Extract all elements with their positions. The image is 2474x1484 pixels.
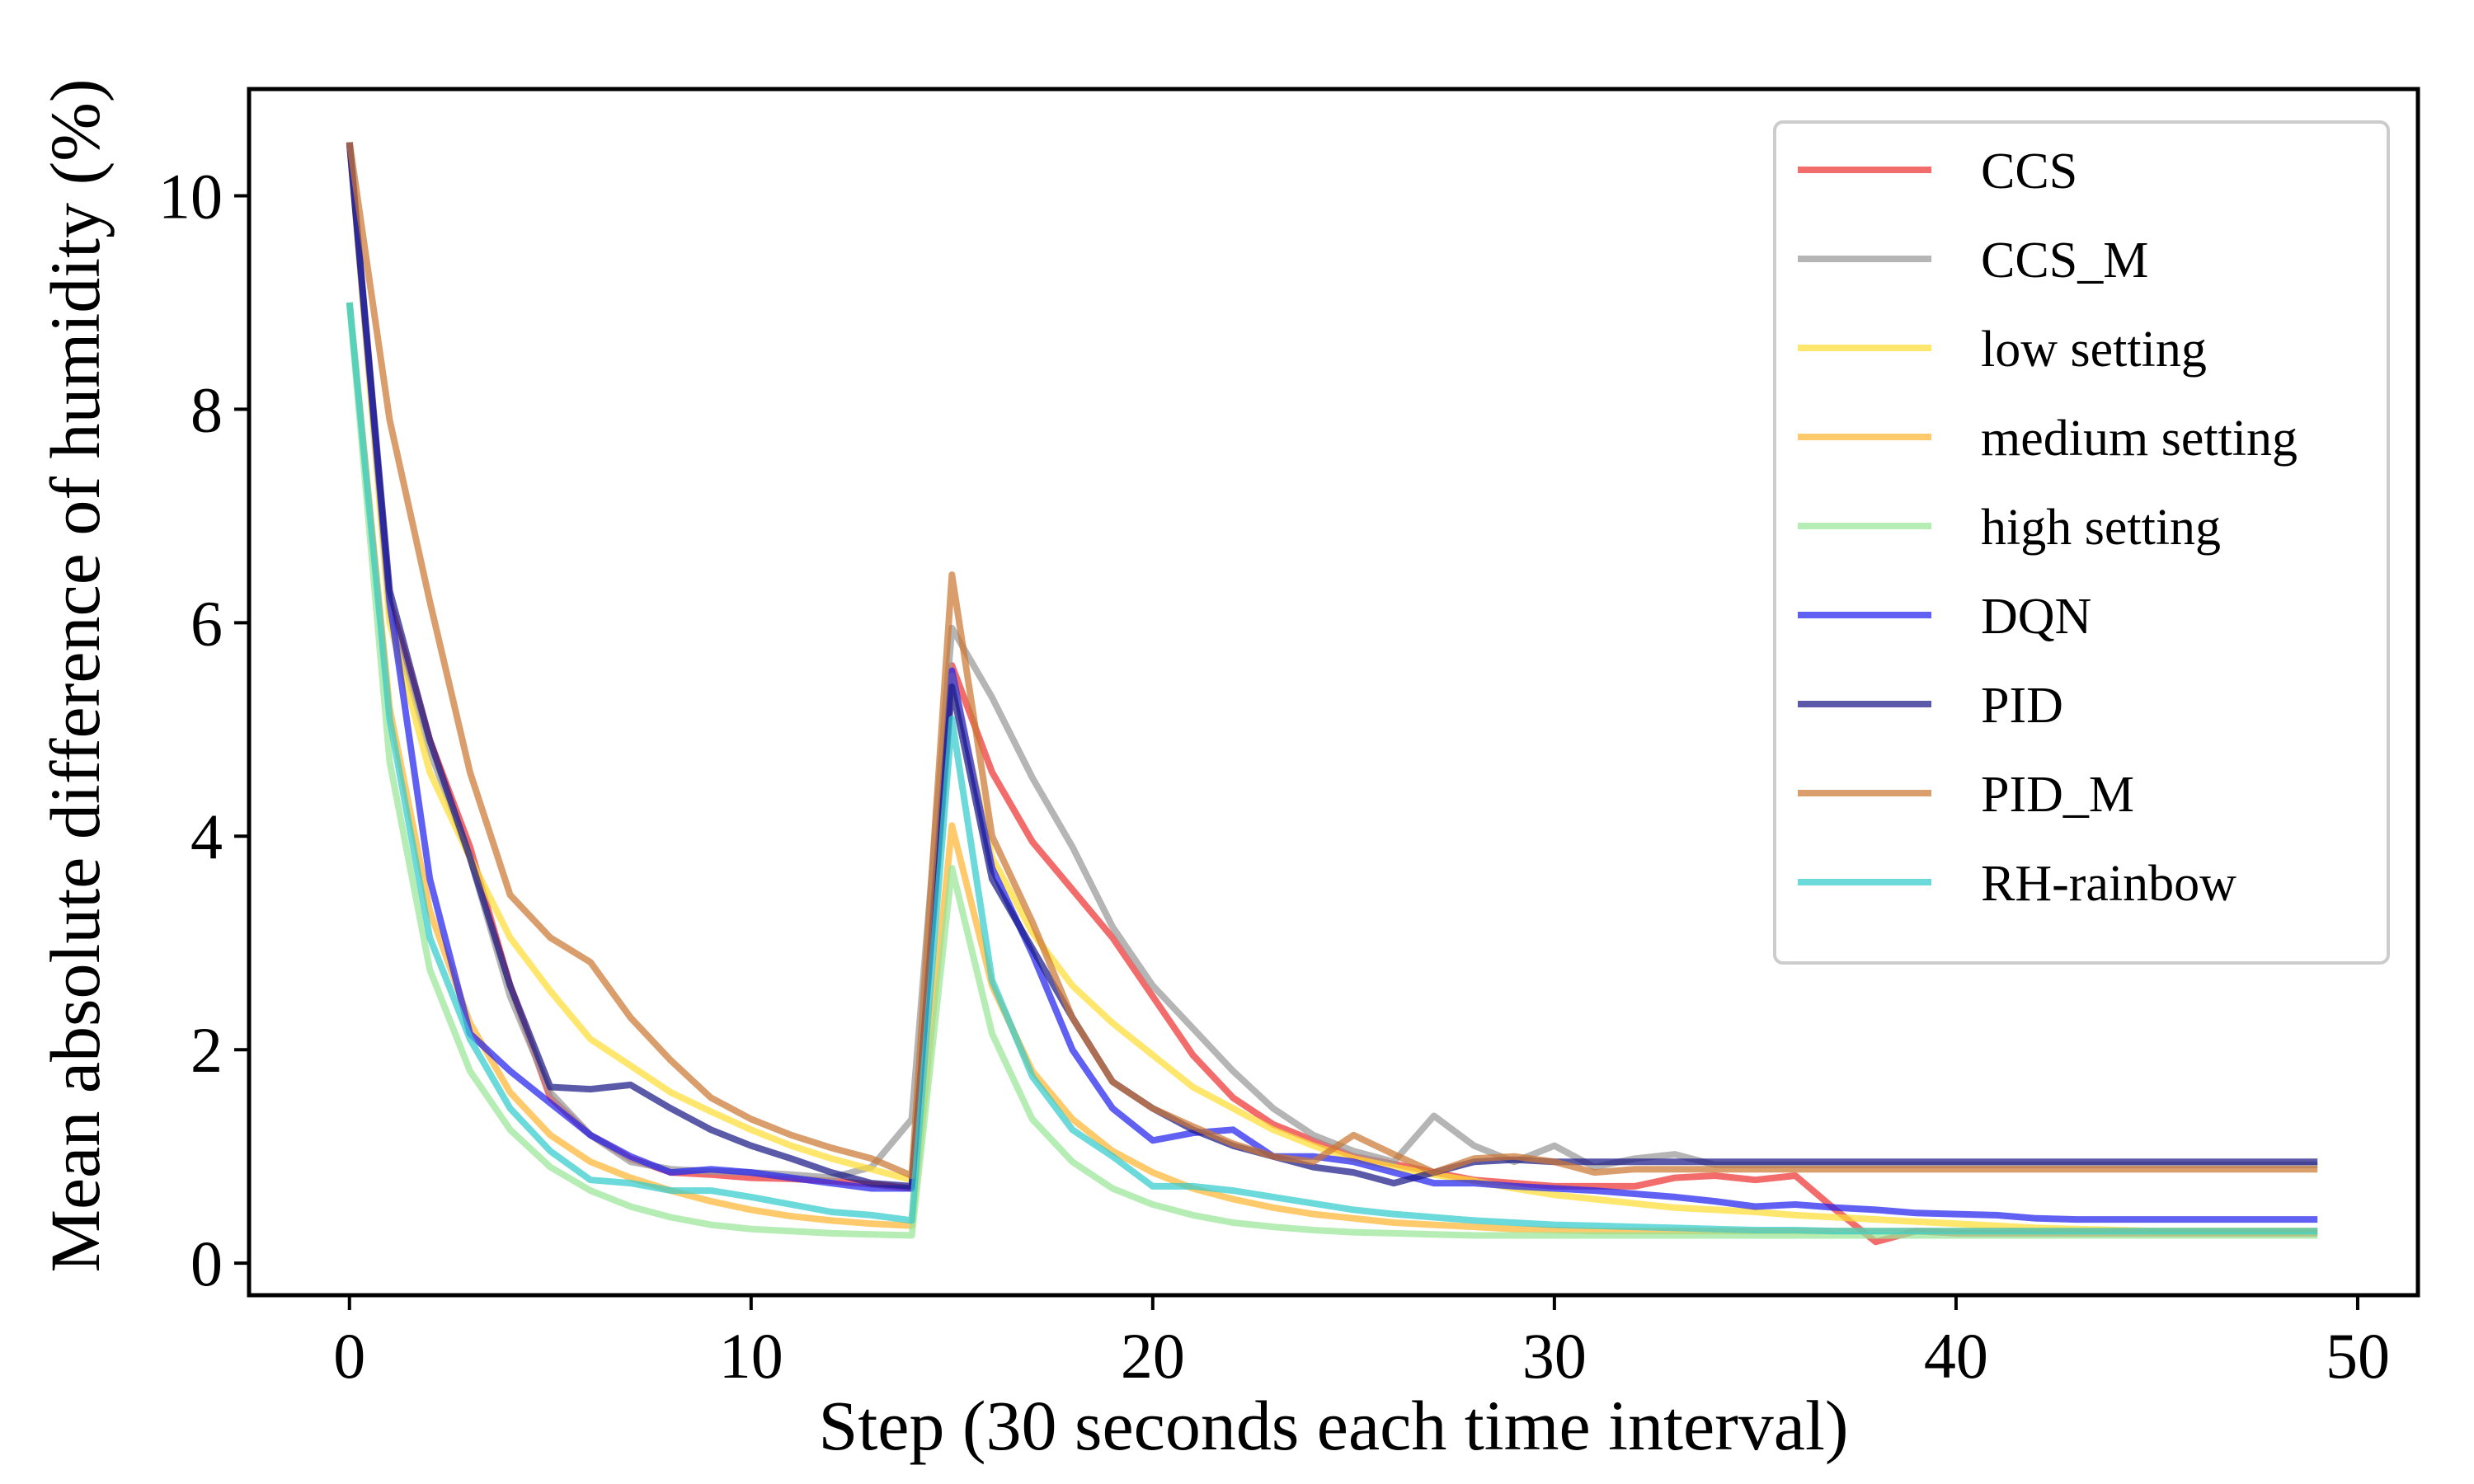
- series-line-rh-rainbow: [346, 302, 2318, 1235]
- legend-label: DQN: [1981, 589, 2091, 645]
- legend-label: RH-rainbow: [1981, 856, 2236, 912]
- legend-item: low setting: [1798, 322, 2207, 378]
- y-tick-label: 6: [190, 587, 223, 659]
- x-tick-label: 20: [1121, 1320, 1185, 1392]
- legend-frame: [1773, 120, 2390, 965]
- legend-item: CCS_M: [1798, 232, 2148, 289]
- x-tick-label: 10: [719, 1320, 783, 1392]
- legend-item: RH-rainbow: [1798, 856, 2236, 912]
- y-tick-label: 2: [190, 1014, 223, 1086]
- legend-label: medium setting: [1981, 411, 2298, 467]
- series-line-high-setting: [346, 302, 2318, 1239]
- legend-item: CCS: [1798, 143, 2077, 200]
- legend-label: high setting: [1981, 500, 2221, 556]
- x-tick-label: 40: [1924, 1320, 1988, 1392]
- x-axis-label: Step (30 seconds each time interval): [819, 1386, 1849, 1465]
- legend-label: PID: [1981, 678, 2063, 734]
- series-line-pid-m: [346, 142, 2318, 1179]
- x-tick-label: 0: [333, 1320, 365, 1392]
- series-line-pid: [346, 142, 2318, 1190]
- y-tick-label: 0: [190, 1228, 223, 1299]
- legend-label: CCS: [1981, 143, 2077, 200]
- y-tick-label: 8: [190, 373, 223, 445]
- x-tick-label: 50: [2326, 1320, 2390, 1392]
- legend-item: high setting: [1798, 500, 2221, 556]
- y-axis-label: Mean absolute difference of humidity (%): [35, 79, 115, 1273]
- legend-item: medium setting: [1798, 411, 2298, 467]
- plot-frame: [247, 87, 2420, 1298]
- ticks-layer: 0 10 20 30 40 50 0 2 4 6 8 10: [158, 160, 2390, 1392]
- series-layer: [346, 142, 2318, 1246]
- y-tick-label: 10: [158, 160, 223, 232]
- legend-label: CCS_M: [1981, 232, 2148, 289]
- legend-item: PID_M: [1798, 767, 2134, 823]
- legend-item: PID: [1798, 678, 2063, 734]
- legend-label: low setting: [1981, 322, 2207, 378]
- series-line-dqn: [346, 142, 2318, 1223]
- legend-label: PID_M: [1981, 767, 2134, 823]
- y-tick-label: 4: [190, 801, 223, 872]
- x-tick-label: 30: [1522, 1320, 1587, 1392]
- legend-item: DQN: [1798, 589, 2091, 645]
